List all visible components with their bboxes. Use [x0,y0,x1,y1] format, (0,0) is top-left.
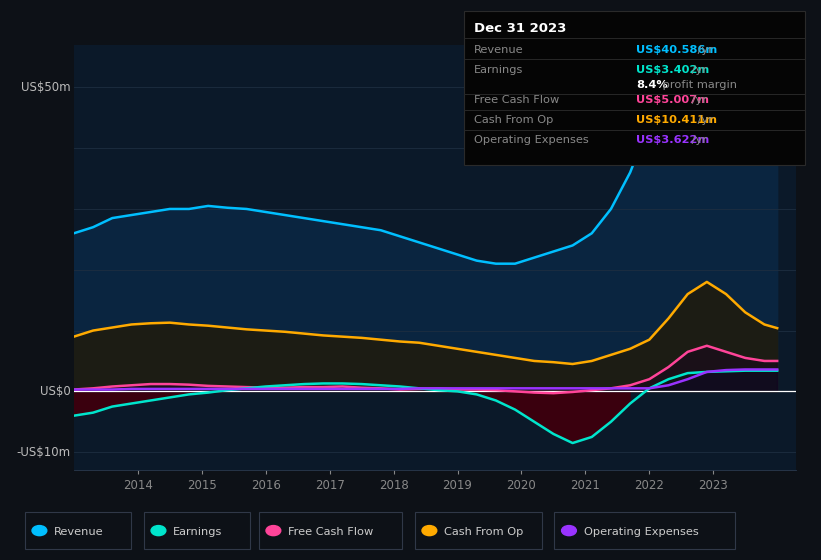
Text: US$0: US$0 [39,385,71,398]
Text: 8.4%: 8.4% [636,81,668,91]
Text: Earnings: Earnings [173,527,222,537]
Text: US$50m: US$50m [21,81,71,94]
Text: Dec 31 2023: Dec 31 2023 [474,22,566,35]
Text: /yr: /yr [688,136,707,146]
Text: US$10.411m: US$10.411m [636,115,718,125]
Text: Cash From Op: Cash From Op [474,115,553,125]
Text: /yr: /yr [694,45,713,55]
Text: US$3.622m: US$3.622m [636,136,709,146]
Text: US$3.402m: US$3.402m [636,66,709,76]
Text: /yr: /yr [694,115,713,125]
Text: Free Cash Flow: Free Cash Flow [288,527,374,537]
Text: profit margin: profit margin [659,81,737,91]
Text: Revenue: Revenue [54,527,103,537]
Text: /yr: /yr [688,95,707,105]
Text: Cash From Op: Cash From Op [444,527,524,537]
Text: US$5.007m: US$5.007m [636,95,709,105]
Text: /yr: /yr [688,66,707,76]
Text: Revenue: Revenue [474,45,523,55]
Text: Free Cash Flow: Free Cash Flow [474,95,559,105]
Text: US$40.586m: US$40.586m [636,45,718,55]
Text: Earnings: Earnings [474,66,523,76]
Text: -US$10m: -US$10m [16,446,71,459]
Text: Operating Expenses: Operating Expenses [584,527,699,537]
Text: Operating Expenses: Operating Expenses [474,136,589,146]
